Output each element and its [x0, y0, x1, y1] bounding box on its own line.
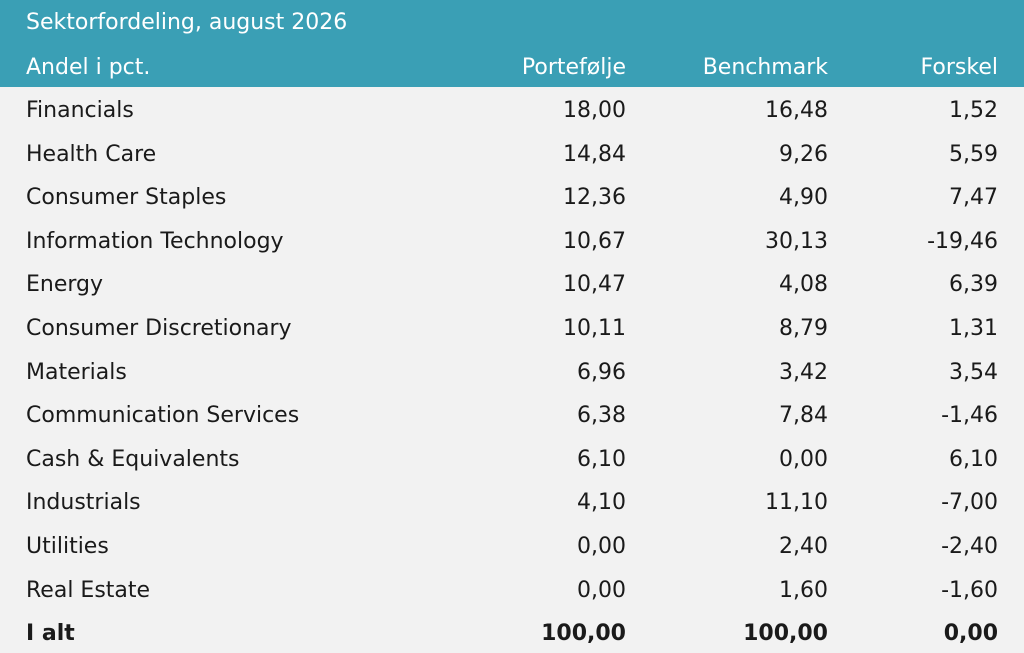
forskel-value: -1,46: [941, 403, 998, 428]
forskel-value: -1,60: [941, 578, 998, 603]
portefolje-value: 0,00: [577, 578, 626, 603]
forskel-value: 1,31: [949, 316, 998, 341]
column-header-forskel: Forskel: [920, 55, 998, 80]
sector-label: Health Care: [26, 142, 157, 167]
table-header: Sektorfordeling, august 2026 Andel i pct…: [0, 0, 1024, 87]
benchmark-value: 30,13: [765, 229, 828, 254]
benchmark-value: 7,84: [779, 403, 828, 428]
sector-label: Real Estate: [26, 578, 151, 603]
sector-label: Financials: [26, 98, 134, 123]
portefolje-value: 0,00: [577, 534, 626, 559]
portefolje-value: 6,96: [577, 360, 626, 385]
benchmark-value: 0,00: [779, 447, 828, 472]
portefolje-value: 6,10: [577, 447, 626, 472]
sector-label: Communication Services: [26, 403, 300, 428]
benchmark-value: 3,42: [779, 360, 828, 385]
forskel-value: -19,46: [927, 229, 998, 254]
benchmark-value: 2,40: [779, 534, 828, 559]
forskel-value: 0,00: [943, 621, 998, 646]
forskel-value: 6,10: [949, 447, 998, 472]
benchmark-value: 9,26: [779, 142, 828, 167]
benchmark-value: 8,79: [779, 316, 828, 341]
column-header-andel: Andel i pct.: [26, 55, 151, 80]
sector-label: Utilities: [26, 534, 109, 559]
forskel-value: 1,52: [949, 98, 998, 123]
sector-label: Industrials: [26, 490, 141, 515]
benchmark-value: 100,00: [743, 621, 828, 646]
sector-label: Consumer Staples: [26, 185, 227, 210]
column-header-portefolje: Portefølje: [521, 55, 626, 80]
benchmark-value: 16,48: [765, 98, 828, 123]
forskel-value: 5,59: [949, 142, 998, 167]
portefolje-value: 10,11: [563, 316, 626, 341]
forskel-value: 7,47: [949, 185, 998, 210]
sector-label: Consumer Discretionary: [26, 316, 292, 341]
portefolje-value: 10,67: [563, 229, 626, 254]
portefolje-value: 100,00: [541, 621, 626, 646]
portefolje-value: 14,84: [563, 142, 626, 167]
forskel-value: -7,00: [941, 490, 998, 515]
sector-label: Information Technology: [26, 229, 284, 254]
table-title: Sektorfordeling, august 2026: [26, 10, 348, 35]
portefolje-value: 6,38: [577, 403, 626, 428]
portefolje-value: 12,36: [563, 185, 626, 210]
sector-label: Cash & Equivalents: [26, 447, 240, 472]
forskel-value: 6,39: [949, 272, 998, 297]
portefolje-value: 18,00: [563, 98, 626, 123]
sector-label: Energy: [26, 272, 104, 297]
forskel-value: -2,40: [941, 534, 998, 559]
column-header-benchmark: Benchmark: [702, 55, 828, 80]
benchmark-value: 11,10: [765, 490, 828, 515]
portefolje-value: 4,10: [577, 490, 626, 515]
forskel-value: 3,54: [949, 360, 998, 385]
total-label: I alt: [26, 621, 75, 646]
benchmark-value: 4,90: [779, 185, 828, 210]
benchmark-value: 1,60: [779, 578, 828, 603]
sector-label: Materials: [26, 360, 127, 385]
benchmark-value: 4,08: [779, 272, 828, 297]
portefolje-value: 10,47: [563, 272, 626, 297]
